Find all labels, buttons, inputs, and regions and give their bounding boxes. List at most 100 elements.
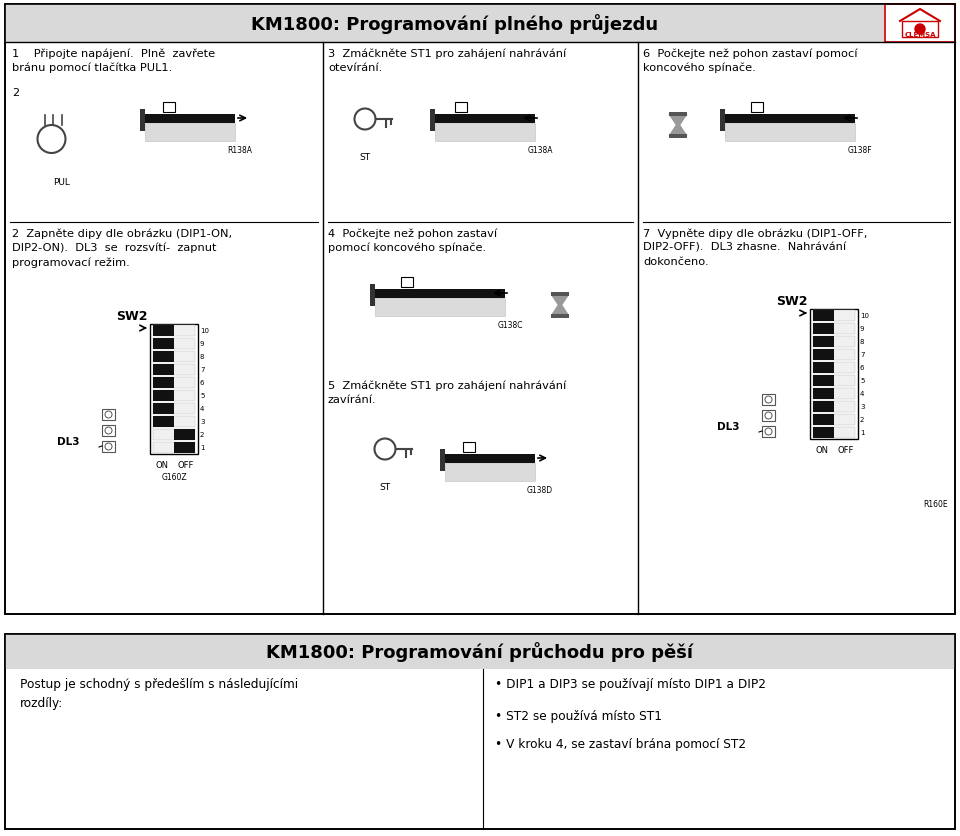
Bar	[153, 378, 195, 388]
Bar	[813, 337, 834, 347]
Bar	[813, 389, 834, 399]
Text: G160Z: G160Z	[161, 472, 187, 482]
Bar	[153, 416, 174, 427]
Bar	[813, 401, 855, 412]
Text: OFF: OFF	[838, 446, 854, 455]
Bar	[174, 442, 195, 453]
Text: OFF: OFF	[178, 461, 194, 470]
Bar	[145, 115, 235, 124]
Bar	[375, 289, 505, 298]
Text: 3: 3	[860, 404, 865, 410]
Bar	[445, 463, 535, 482]
Text: 10: 10	[200, 328, 209, 334]
Bar	[153, 325, 174, 336]
Text: 10: 10	[860, 313, 869, 319]
Bar	[762, 426, 775, 437]
Text: PUL: PUL	[54, 178, 70, 186]
Text: R138A: R138A	[228, 145, 252, 155]
Bar	[102, 426, 115, 436]
Text: G138D: G138D	[527, 486, 553, 494]
Bar	[401, 278, 413, 288]
Bar	[153, 339, 174, 349]
Text: R160E: R160E	[924, 499, 948, 508]
Bar	[813, 311, 834, 321]
Bar	[813, 337, 855, 347]
Bar	[153, 390, 195, 401]
Bar	[813, 363, 855, 373]
Bar	[813, 401, 834, 412]
Bar	[5, 5, 955, 614]
Text: 6  Počkejte než pohon zastaví pomocí
koncového spínače.: 6 Počkejte než pohon zastaví pomocí konc…	[643, 48, 857, 74]
Bar	[455, 103, 467, 113]
Bar	[153, 442, 195, 453]
Text: 5: 5	[200, 393, 204, 399]
Bar	[813, 427, 855, 438]
Bar	[5, 635, 955, 829]
Bar	[813, 389, 855, 399]
Bar	[810, 309, 858, 440]
Text: G138A: G138A	[527, 145, 553, 155]
Text: 1    Připojte napájení.  Plně  zavřete
bránu pomocí tlačítka PUL1.: 1 Připojte napájení. Plně zavřete bránu …	[12, 48, 215, 74]
Text: • DIP1 a DIP3 se používají místo DIP1 a DIP2: • DIP1 a DIP3 se používají místo DIP1 a …	[495, 677, 766, 691]
Text: ST: ST	[359, 153, 371, 162]
Bar	[551, 314, 568, 319]
Text: 6: 6	[200, 380, 204, 385]
Text: 9: 9	[860, 326, 865, 332]
Bar	[813, 415, 834, 425]
Bar	[762, 410, 775, 421]
Bar	[813, 427, 834, 438]
Text: DL3: DL3	[58, 436, 80, 446]
Text: • V kroku 4, se zastaví brána pomocí ST2: • V kroku 4, se zastaví brána pomocí ST2	[495, 737, 746, 750]
Bar	[813, 311, 855, 321]
Bar	[153, 404, 174, 414]
Bar	[5, 635, 955, 829]
Text: • ST2 se používá místo ST1: • ST2 se používá místo ST1	[495, 709, 662, 722]
Bar	[102, 410, 115, 421]
Text: ST: ST	[379, 482, 391, 492]
Text: 2: 2	[860, 417, 864, 423]
Bar	[153, 364, 174, 375]
Bar	[551, 293, 568, 297]
Bar	[153, 352, 174, 362]
Bar	[762, 395, 775, 405]
Bar	[153, 352, 195, 362]
Bar	[463, 442, 475, 452]
Bar	[153, 364, 195, 375]
Bar	[885, 5, 955, 43]
Text: SW2: SW2	[116, 309, 148, 323]
Bar	[153, 339, 195, 349]
Text: DL3: DL3	[717, 421, 740, 431]
Text: 7: 7	[860, 352, 865, 358]
Bar	[445, 455, 535, 463]
Bar	[102, 441, 115, 452]
Bar	[435, 124, 535, 142]
Bar	[5, 5, 955, 43]
Text: 4: 4	[860, 390, 864, 397]
Text: 3  Zmáčkněte ST1 pro zahájení nahrávání
otevírání.: 3 Zmáčkněte ST1 pro zahájení nahrávání o…	[328, 48, 566, 73]
Bar	[813, 324, 834, 334]
Text: G138C: G138C	[497, 321, 523, 329]
Bar	[5, 5, 955, 614]
Text: 8: 8	[200, 354, 204, 359]
Bar	[150, 324, 198, 455]
Bar	[902, 22, 938, 38]
Bar	[145, 124, 235, 142]
Bar	[435, 115, 535, 124]
Bar	[669, 113, 686, 117]
Bar	[153, 378, 174, 388]
Text: 5  Zmáčkněte ST1 pro zahájení nahrávání
zavírání.: 5 Zmáčkněte ST1 pro zahájení nahrávání z…	[328, 380, 566, 404]
Text: 4: 4	[200, 405, 204, 412]
Text: 1: 1	[860, 430, 865, 436]
Bar	[813, 349, 834, 360]
Polygon shape	[551, 294, 568, 308]
Text: 7: 7	[200, 367, 204, 373]
Text: 1: 1	[200, 445, 204, 451]
Text: 3: 3	[200, 419, 204, 425]
Bar	[440, 450, 445, 472]
Text: SW2: SW2	[777, 294, 808, 308]
Bar	[751, 103, 763, 113]
Bar	[813, 415, 855, 425]
Text: 8: 8	[860, 339, 865, 344]
Text: G138F: G138F	[848, 145, 873, 155]
Text: KM1800: Programování průchodu pro pěší: KM1800: Programování průchodu pro pěší	[267, 641, 693, 661]
